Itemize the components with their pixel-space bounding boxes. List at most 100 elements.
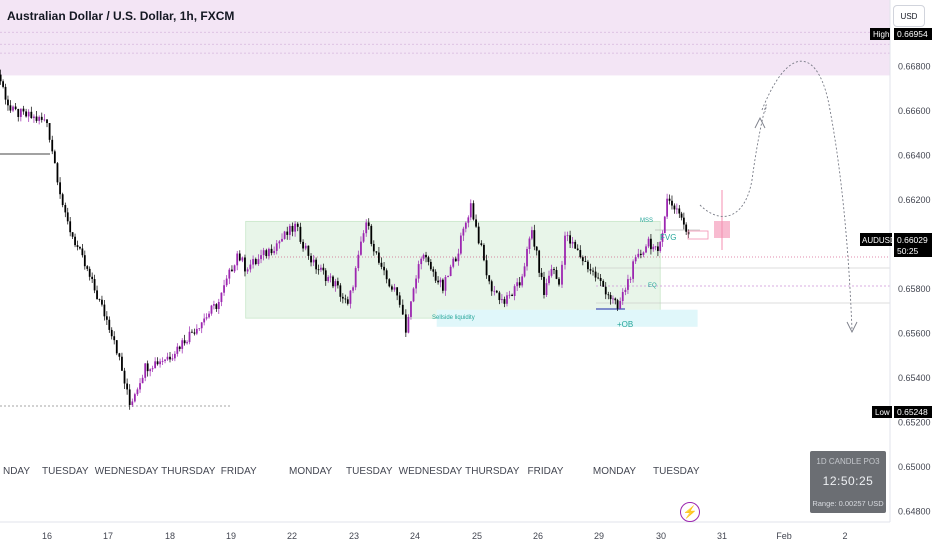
candle-body [17, 109, 20, 117]
currency-button[interactable]: USD [893, 5, 925, 27]
candle-body [490, 281, 493, 292]
date-label: 2 [842, 531, 847, 541]
candle-body [2, 81, 4, 87]
fvg-label-box [687, 230, 709, 240]
candle-body [257, 259, 260, 265]
candle-body [427, 257, 430, 262]
range-box [245, 220, 661, 319]
candle-body [535, 246, 538, 251]
candle-body [208, 313, 210, 318]
candle-body [236, 253, 239, 266]
candle-body [53, 151, 56, 164]
candle-body [555, 270, 558, 279]
candle-body [233, 265, 236, 272]
candle-body [531, 230, 533, 239]
candle-body [203, 318, 206, 323]
session-label: WEDNESDAY [399, 466, 463, 477]
candle-body [254, 259, 257, 265]
candle-body [566, 235, 569, 237]
candle-body [341, 296, 344, 299]
candle-body [367, 222, 370, 226]
candle-body [385, 270, 388, 280]
candle-body [231, 269, 233, 272]
candle-body [220, 292, 223, 303]
last-value-bg [894, 233, 932, 257]
candle-body [357, 254, 360, 269]
date-label: 24 [410, 531, 420, 541]
candle-body [126, 383, 129, 390]
candle-body [329, 276, 332, 278]
candle-body [315, 259, 318, 270]
candle-body [581, 257, 584, 262]
candle-body [594, 271, 597, 278]
candle-body [454, 258, 457, 262]
candle-body [661, 233, 664, 242]
candle-body [14, 106, 17, 110]
candle-body [281, 238, 283, 242]
candle-body [91, 276, 94, 280]
date-label: 26 [533, 531, 543, 541]
candle-body [671, 200, 673, 206]
candle-body [186, 342, 188, 344]
candle-body [35, 116, 38, 121]
candle-body [118, 353, 121, 357]
candle-body [607, 294, 610, 296]
candle-body [115, 340, 118, 354]
y-tick-label: 0.66200 [898, 195, 931, 205]
candle-body [215, 304, 218, 310]
candle-body [46, 119, 48, 124]
candle-body [0, 74, 2, 82]
candle-body [472, 203, 475, 220]
candle-body [64, 205, 67, 213]
candle-body [25, 111, 27, 117]
candle-body [543, 276, 545, 295]
candle-body [198, 328, 201, 330]
date-label: Feb [776, 531, 792, 541]
candle-body [680, 213, 683, 218]
candle-body [131, 401, 134, 405]
date-label: 16 [42, 531, 52, 541]
date-label: 17 [103, 531, 113, 541]
candle-body [396, 287, 399, 296]
candle-body [488, 275, 491, 282]
candle-body [685, 224, 688, 232]
projection-arrow-up [754, 116, 766, 129]
candle-body [467, 217, 470, 223]
candle-body [564, 235, 566, 265]
candle-body [7, 99, 9, 106]
candle-body [302, 241, 304, 249]
candle-body [521, 276, 524, 286]
session-label: TUESDAY [346, 466, 393, 477]
y-tick-label: 0.66400 [898, 151, 931, 161]
candle-body [98, 299, 101, 300]
candle-body [650, 238, 652, 250]
candle-body [654, 246, 657, 248]
candle-body [434, 271, 437, 281]
candle-body [558, 278, 560, 285]
candle-body [639, 253, 642, 256]
y-tick-label: 0.66800 [898, 62, 931, 72]
date-label: 18 [165, 531, 175, 541]
candle-body [614, 298, 617, 301]
lightning-icon[interactable]: ⚡ [680, 502, 700, 522]
candle-body [71, 232, 74, 237]
candle-body [372, 243, 375, 252]
candle-body [249, 264, 252, 270]
eq-label: EQ [648, 283, 657, 289]
candle-body [493, 290, 496, 292]
y-tick-label: 0.64800 [898, 507, 931, 517]
candle-body [637, 253, 640, 258]
candle-body [624, 289, 627, 292]
candle-body [627, 279, 629, 290]
candle-body [128, 389, 131, 405]
y-tick-label: 0.65200 [898, 418, 931, 428]
candle-body [447, 276, 449, 278]
candle-body [629, 278, 632, 280]
candle-body [370, 225, 373, 244]
projection-path-1 [699, 104, 767, 217]
candle-body [195, 328, 198, 334]
candle-body [609, 295, 612, 300]
candle-body [657, 246, 659, 251]
